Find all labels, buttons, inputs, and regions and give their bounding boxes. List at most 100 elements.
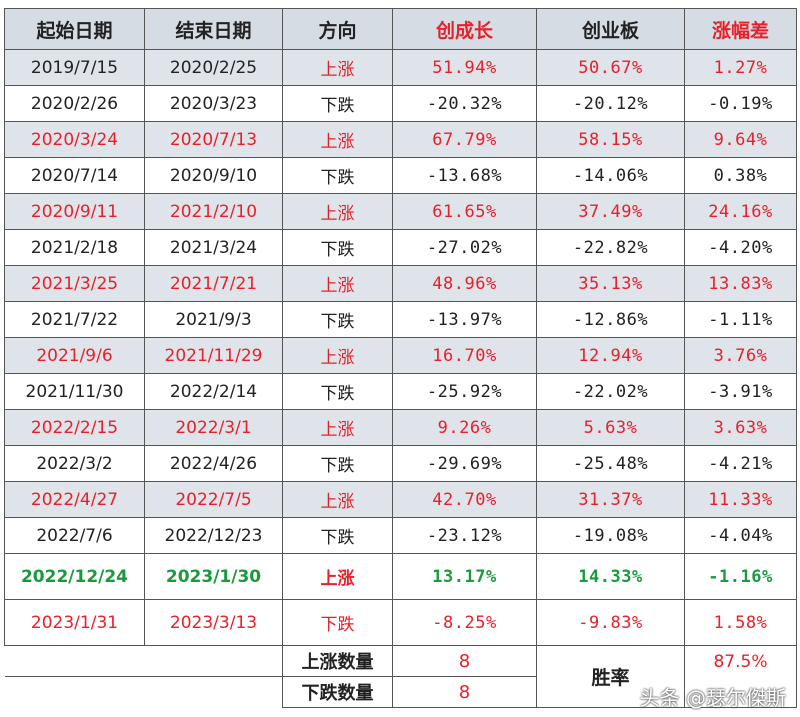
header-chinext: 创业板 — [536, 8, 685, 50]
cyb-growth-cell: -20.32% — [392, 85, 537, 122]
direction-cell: 下跌 — [282, 373, 393, 410]
cyb-growth-cell: -13.97% — [392, 301, 537, 338]
end-date-cell: 2022/3/1 — [144, 409, 283, 446]
win-rate-value: 87.5% — [684, 645, 797, 708]
chinext-cell: 14.33% — [536, 553, 685, 600]
table-row: 2022/7/6 2022/12/23 下跌 -23.12% -19.08% -4.04% — [4, 517, 797, 554]
end-date-cell: 2023/3/13 — [144, 599, 283, 646]
cyb-growth-cell: 61.65% — [392, 193, 537, 230]
direction-cell: 上涨 — [282, 337, 393, 374]
start-date-cell: 2020/7/14 — [4, 157, 145, 194]
table-row: 2020/9/11 2021/2/10 上涨 61.65% 37.49% 24.16% — [4, 193, 797, 230]
direction-cell: 下跌 — [282, 301, 393, 338]
direction-cell: 上涨 — [282, 49, 393, 86]
direction-cell: 上涨 — [282, 553, 393, 600]
start-date-cell: 2021/2/18 — [4, 229, 145, 266]
table-row: 2020/3/24 2020/7/13 上涨 67.79% 58.15% 9.64% — [4, 121, 797, 158]
diff-cell: -4.20% — [684, 229, 797, 266]
up-count-label: 上涨数量 — [282, 645, 393, 677]
cyb-growth-cell: -27.02% — [392, 229, 537, 266]
summary-blank-cell — [144, 645, 283, 677]
diff-cell: 24.16% — [684, 193, 797, 230]
start-date-cell: 2021/3/25 — [4, 265, 145, 302]
end-date-cell: 2020/9/10 — [144, 157, 283, 194]
direction-cell: 上涨 — [282, 193, 393, 230]
header-start-date: 起始日期 — [4, 8, 145, 50]
cyb-growth-cell: -8.25% — [392, 599, 537, 646]
chinext-cell: -19.08% — [536, 517, 685, 554]
cyb-growth-cell: 9.26% — [392, 409, 537, 446]
summary-blank-cell — [4, 645, 145, 677]
table-row: 2023/1/31 2023/3/13 下跌 -8.25% -9.83% 1.58% — [4, 599, 797, 646]
start-date-cell: 2019/7/15 — [4, 49, 145, 86]
table-row: 2022/2/15 2022/3/1 上涨 9.26% 5.63% 3.63% — [4, 409, 797, 446]
diff-cell: 13.83% — [684, 265, 797, 302]
end-date-cell: 2023/1/30 — [144, 553, 283, 600]
table-row: 2021/3/25 2021/7/21 上涨 48.96% 35.13% 13.83% — [4, 265, 797, 302]
header-row: 起始日期 结束日期 方向 创成长 创业板 涨幅差 — [4, 8, 797, 50]
cyb-growth-cell: -13.68% — [392, 157, 537, 194]
diff-cell: 3.76% — [684, 337, 797, 374]
start-date-cell: 2020/2/26 — [4, 85, 145, 122]
end-date-cell: 2020/7/13 — [144, 121, 283, 158]
header-diff: 涨幅差 — [684, 8, 797, 50]
end-date-cell: 2022/2/14 — [144, 373, 283, 410]
cyb-growth-cell: 67.79% — [392, 121, 537, 158]
summary-row-down: 下跌数量 8 — [4, 676, 797, 708]
watermark: 头条 @瑟尔傑斯 — [639, 686, 786, 710]
cyb-growth-cell: 51.94% — [392, 49, 537, 86]
table-row: 2022/3/2 2022/4/26 下跌 -29.69% -25.48% -4.21% — [4, 445, 797, 482]
direction-cell: 上涨 — [282, 481, 393, 518]
end-date-cell: 2021/9/3 — [144, 301, 283, 338]
diff-cell: 1.58% — [684, 599, 797, 646]
direction-cell: 下跌 — [282, 445, 393, 482]
end-date-cell: 2021/7/21 — [144, 265, 283, 302]
summary-row-up: 上涨数量 8 胜率 87.5% — [4, 645, 797, 708]
end-date-cell: 2022/4/26 — [144, 445, 283, 482]
table-row: 2021/9/6 2021/11/29 上涨 16.70% 12.94% 3.76% — [4, 337, 797, 374]
diff-cell: 1.27% — [684, 49, 797, 86]
header-direction: 方向 — [282, 8, 393, 50]
table-row: 2020/7/14 2020/9/10 下跌 -13.68% -14.06% 0.38% — [4, 157, 797, 194]
direction-cell: 下跌 — [282, 517, 393, 554]
start-date-cell: 2022/4/27 — [4, 481, 145, 518]
end-date-cell: 2020/2/25 — [144, 49, 283, 86]
chinext-cell: 37.49% — [536, 193, 685, 230]
cyb-growth-cell: 16.70% — [392, 337, 537, 374]
start-date-cell: 2022/7/6 — [4, 517, 145, 554]
chinext-cell: 5.63% — [536, 409, 685, 446]
end-date-cell: 2022/7/5 — [144, 481, 283, 518]
end-date-cell: 2021/11/29 — [144, 337, 283, 374]
diff-cell: 9.64% — [684, 121, 797, 158]
diff-cell: 0.38% — [684, 157, 797, 194]
summary-blank-cell — [144, 676, 283, 708]
win-rate-label: 胜率 — [536, 645, 685, 708]
down-count-label: 下跌数量 — [282, 676, 393, 708]
table-row: 2019/7/15 2020/2/25 上涨 51.94% 50.67% 1.27% — [4, 49, 797, 86]
diff-cell: 3.63% — [684, 409, 797, 446]
direction-cell: 下跌 — [282, 599, 393, 646]
chinext-cell: -22.82% — [536, 229, 685, 266]
start-date-cell: 2023/1/31 — [4, 599, 145, 646]
chinext-cell: -20.12% — [536, 85, 685, 122]
direction-cell: 下跌 — [282, 157, 393, 194]
start-date-cell: 2022/2/15 — [4, 409, 145, 446]
chinext-cell: 50.67% — [536, 49, 685, 86]
table-row: 2020/2/26 2020/3/23 下跌 -20.32% -20.12% -0.19% — [4, 85, 797, 122]
table-row: 2022/12/24 2023/1/30 上涨 13.17% 14.33% -1.16% — [4, 553, 797, 600]
table-row: 2022/4/27 2022/7/5 上涨 42.70% 31.37% 11.33% — [4, 481, 797, 518]
start-date-cell: 2020/9/11 — [4, 193, 145, 230]
chinext-cell: -14.06% — [536, 157, 685, 194]
down-count-value: 8 — [392, 676, 537, 708]
up-count-value: 8 — [392, 645, 537, 677]
diff-cell: -3.91% — [684, 373, 797, 410]
table-row: 2021/11/30 2022/2/14 下跌 -25.92% -22.02% -3.91… — [4, 373, 797, 410]
diff-cell: -4.04% — [684, 517, 797, 554]
index-comparison-table: 起始日期 结束日期 方向 创成长 创业板 涨幅差 2019/7/15 2020/2… — [4, 8, 797, 708]
table-row: 2021/7/22 2021/9/3 下跌 -13.97% -12.86% -1.11% — [4, 301, 797, 338]
direction-cell: 上涨 — [282, 121, 393, 158]
start-date-cell: 2021/7/22 — [4, 301, 145, 338]
cyb-growth-cell: 13.17% — [392, 553, 537, 600]
cyb-growth-cell: -29.69% — [392, 445, 537, 482]
chinext-cell: 35.13% — [536, 265, 685, 302]
